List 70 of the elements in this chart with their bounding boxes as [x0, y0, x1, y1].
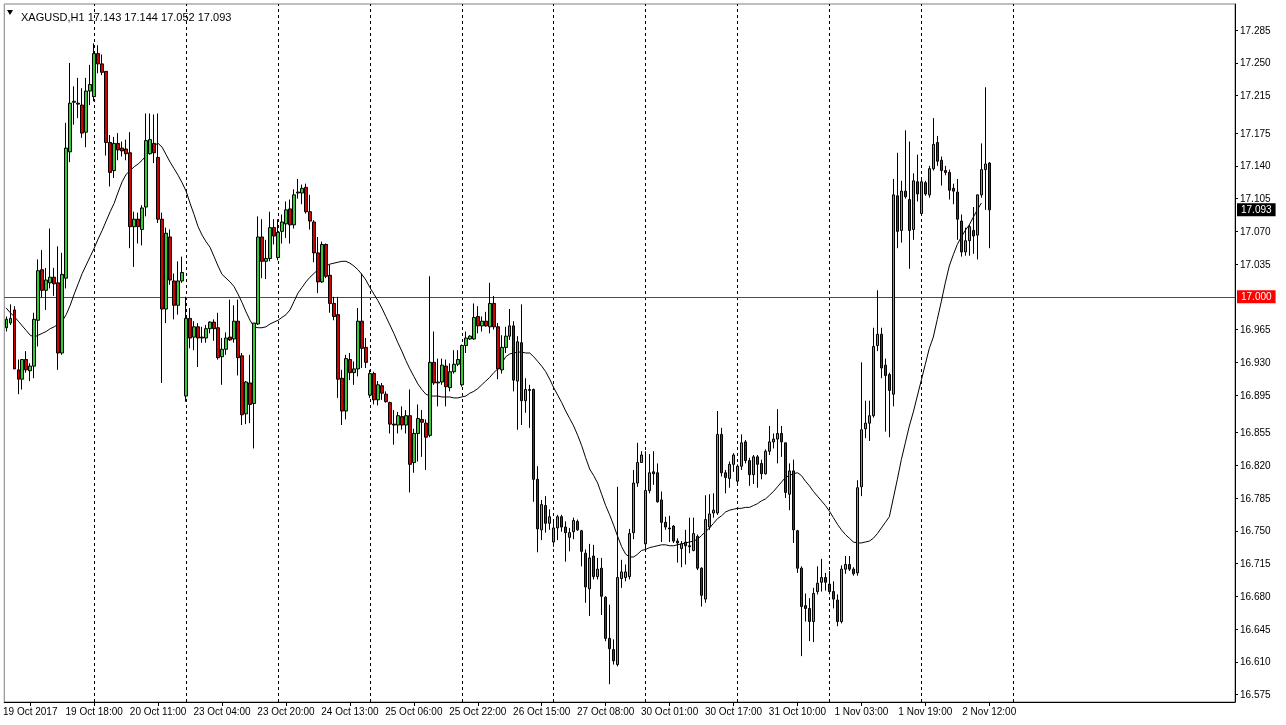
x-tick-label: 23 Oct 04:00: [193, 705, 252, 717]
candlestick: [756, 454, 759, 489]
candlestick: [668, 515, 671, 543]
candlestick: [860, 361, 863, 497]
candlestick: [864, 400, 867, 439]
candlestick: [792, 459, 795, 544]
candlestick: [400, 405, 404, 431]
y-tick-label: 16.680: [1240, 590, 1272, 602]
y-tick-label: 17.215: [1240, 90, 1272, 102]
candlestick: [908, 141, 911, 270]
y-tick-label: 16.820: [1240, 459, 1272, 471]
y-tick-label: 16.855: [1240, 427, 1272, 439]
text: XAGUSD,H1 17.143 17.144 17.052 17.093: [21, 10, 232, 23]
ref-line-label: 17.000: [1241, 291, 1273, 303]
y-tick-label: 16.965: [1240, 324, 1272, 336]
x-tick-label: 23 Oct 20:00: [257, 705, 316, 717]
x-tick-label: 1 Nov 03:00: [834, 705, 889, 717]
y-tick-label: 17.035: [1240, 258, 1272, 270]
candlestick: [588, 543, 591, 617]
y-tick-label: 17.140: [1240, 160, 1272, 172]
y-tick-label: 16.645: [1240, 623, 1272, 635]
y-tick-label: 16.610: [1240, 656, 1272, 668]
y-tick-label: 17.105: [1240, 193, 1272, 205]
y-tick-label: 17.175: [1240, 127, 1272, 139]
x-tick-label: 27 Oct 08:00: [577, 705, 635, 717]
candlestick: [776, 408, 779, 464]
x-tick-label: 25 Oct 06:00: [385, 705, 443, 717]
candlestick: [472, 302, 476, 341]
y-tick-label: 16.715: [1240, 558, 1272, 570]
candlestick: [380, 382, 384, 401]
candlestick: [444, 359, 448, 407]
y-tick-label: 16.930: [1240, 356, 1272, 368]
x-tick-label: 24 Oct 13:00: [321, 705, 379, 717]
candlestick: [752, 454, 755, 485]
candlestick: [948, 169, 951, 201]
candlestick: [204, 324, 208, 344]
y-tick-label: 17.070: [1240, 225, 1272, 237]
candlestick: [816, 565, 819, 595]
candlestick: [820, 558, 823, 593]
candlestick: [196, 322, 200, 368]
candlestick: [408, 388, 412, 493]
x-tick-label: 30 Oct 17:00: [704, 705, 763, 717]
y-tick-label: 16.575: [1240, 689, 1272, 701]
y-tick-label: 16.785: [1240, 492, 1272, 504]
x-tick-label: 20 Oct 11:00: [129, 705, 187, 717]
y-tick-label: 17.250: [1240, 57, 1272, 69]
candlestick: [848, 555, 851, 572]
candlestick: [580, 529, 583, 567]
candlestick: [812, 587, 815, 643]
candlestick: [520, 303, 523, 426]
x-tick-label: 25 Oct 22:00: [449, 705, 507, 717]
candlestick: [960, 214, 963, 258]
y-tick-label: 17.285: [1240, 24, 1272, 36]
candlestick: [176, 260, 180, 316]
annotation: 17.093: [1241, 204, 1273, 216]
x-tick-label: 26 Oct 15:00: [513, 705, 571, 717]
candlestick: [56, 245, 60, 371]
x-tick-label: 2 Nov 12:00: [962, 705, 1017, 717]
candlestick: [600, 557, 603, 616]
y-tick-label: 16.750: [1240, 525, 1272, 537]
candlestick: [716, 410, 719, 516]
x-tick-label: 30 Oct 01:00: [640, 705, 699, 717]
x-tick-label: 19 Oct 18:00: [65, 705, 124, 717]
y-tick-label: 16.895: [1240, 389, 1272, 401]
x-tick-label: 31 Oct 10:00: [768, 705, 827, 717]
candlestick: [488, 282, 492, 334]
candlestick: [956, 178, 959, 241]
x-tick-label: 19 Oct 2017: [3, 705, 58, 717]
candlestick: [572, 517, 575, 540]
x-tick-label: 1 Nov 19:00: [898, 705, 953, 717]
